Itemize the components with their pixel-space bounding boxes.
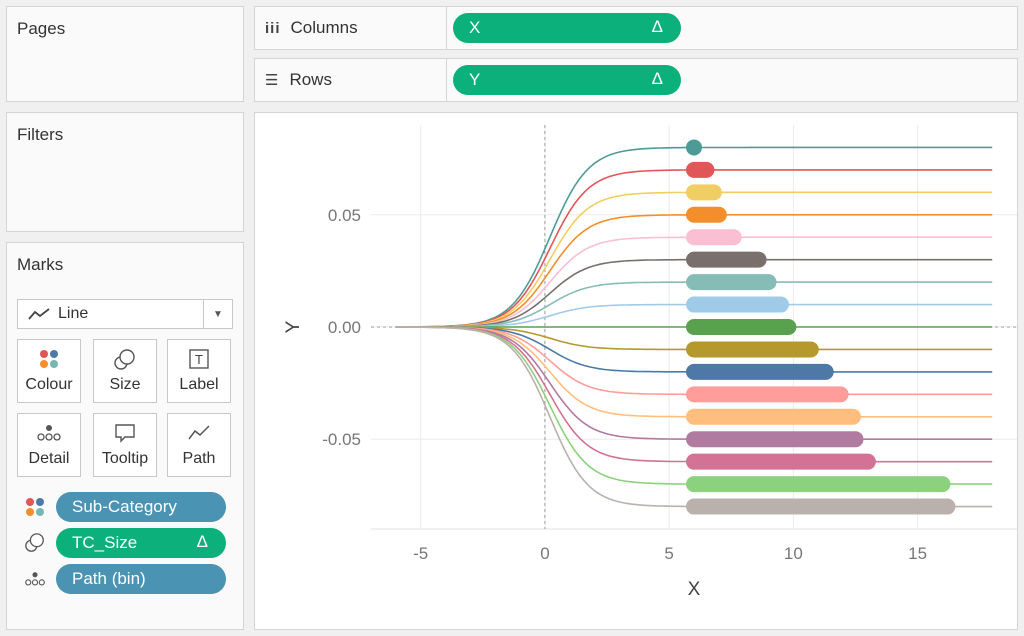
tooltip-button[interactable]: Tooltip <box>93 413 157 477</box>
mark-type-dropdown[interactable]: Line ▼ <box>17 299 233 329</box>
path-icon <box>168 422 230 448</box>
y-pill-label: Y <box>469 70 481 89</box>
tc-size-field[interactable]: TC_Size Δ <box>24 528 234 558</box>
label-icon: T <box>168 348 230 374</box>
mark-type-label: Line <box>58 305 89 322</box>
size-button-label: Size <box>109 376 141 393</box>
y-row-pill[interactable]: Y Δ <box>453 65 681 95</box>
tooltip-icon <box>94 422 156 448</box>
filters-card[interactable]: Filters <box>6 112 244 232</box>
sub-category-field[interactable]: Sub-Category <box>24 492 234 522</box>
tc-size-pill[interactable]: TC_Size Δ <box>56 528 226 558</box>
rows-icon: ☰ <box>265 72 280 89</box>
colour-icon <box>18 348 80 374</box>
y-axis-title: Y <box>283 320 304 333</box>
label-button[interactable]: T Label <box>167 339 231 403</box>
line-mark-icon <box>28 308 50 320</box>
rows-shelf-label: ☰ Rows <box>255 59 447 101</box>
size-icon <box>25 533 44 552</box>
x-column-pill[interactable]: X Δ <box>453 13 681 43</box>
detail-button-label: Detail <box>28 450 70 467</box>
label-button-label: Label <box>179 376 219 393</box>
y-tick-label: -0.05 <box>322 430 361 449</box>
colour-icon <box>26 498 44 516</box>
columns-shelf[interactable]: iii Columns X Δ <box>254 6 1018 50</box>
rows-label-text: Rows <box>289 70 332 89</box>
sub-category-pill-label: Sub-Category <box>72 497 177 516</box>
columns-icon: iii <box>265 19 281 37</box>
path-button-label: Path <box>182 450 216 467</box>
y-tick-label: 0.05 <box>328 206 361 225</box>
rows-shelf[interactable]: ☰ Rows Y Δ <box>254 58 1018 102</box>
sub-category-pill[interactable]: Sub-Category <box>56 492 226 522</box>
x-pill-label: X <box>469 18 481 37</box>
series-size-mark <box>686 139 702 156</box>
size-button[interactable]: Size <box>93 339 157 403</box>
viz-pane[interactable]: -5 0 5 10 15 0.05 0.00 -0.05 X Y <box>254 112 1018 630</box>
pages-card-title: Pages <box>17 19 66 38</box>
chevron-down-icon[interactable]: ▼ <box>203 300 232 328</box>
svg-text:T: T <box>195 352 203 367</box>
colour-button-label: Colour <box>25 376 73 393</box>
calculation-delta-icon: Δ <box>196 532 208 551</box>
series-line <box>395 326 993 396</box>
series-line <box>395 258 993 328</box>
path-bin-pill-label: Path (bin) <box>72 569 146 588</box>
x-axis-title: X <box>688 579 701 600</box>
calculation-delta-icon: Δ <box>651 17 663 36</box>
x-tick-label: -5 <box>413 544 428 563</box>
detail-icon <box>25 572 45 586</box>
detail-icon <box>18 422 80 448</box>
path-bin-field[interactable]: Path (bin) <box>24 564 234 594</box>
columns-shelf-label: iii Columns <box>255 7 447 49</box>
tooltip-button-label: Tooltip <box>101 450 149 467</box>
detail-button[interactable]: Detail <box>17 413 81 477</box>
path-button[interactable]: Path <box>167 413 231 477</box>
calculation-delta-icon: Δ <box>651 69 663 88</box>
filters-card-title: Filters <box>17 125 64 144</box>
columns-label-text: Columns <box>290 18 358 37</box>
pages-card: Pages <box>6 6 244 102</box>
marks-card-title: Marks <box>17 255 64 274</box>
x-tick-label: 15 <box>908 544 927 563</box>
colour-button[interactable]: Colour <box>17 339 81 403</box>
sigmoid-line-chart[interactable]: -5 0 5 10 15 0.05 0.00 -0.05 X Y <box>255 113 1017 629</box>
top-strip <box>0 0 1024 4</box>
y-tick-label: 0.00 <box>328 318 361 337</box>
x-tick-label: 10 <box>784 544 803 563</box>
x-tick-label: 0 <box>540 544 549 563</box>
path-bin-pill[interactable]: Path (bin) <box>56 564 226 594</box>
marks-card: Marks Line ▼ Colour Size T Label Detail <box>6 242 244 630</box>
size-icon <box>94 348 156 374</box>
x-tick-label: 5 <box>664 544 673 563</box>
tc-size-pill-label: TC_Size <box>72 533 138 552</box>
